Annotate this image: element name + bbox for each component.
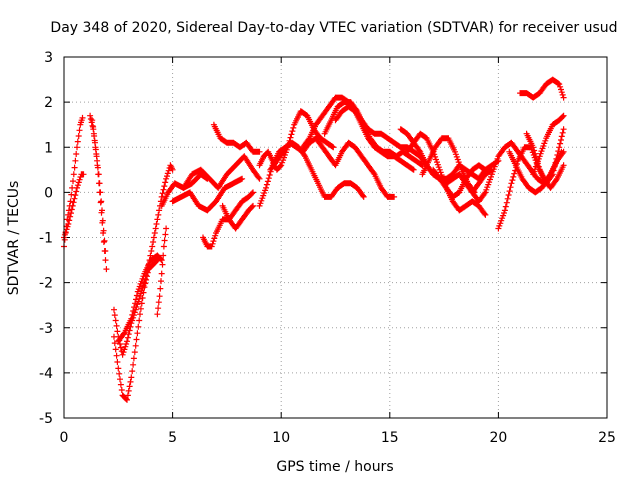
series-markers bbox=[89, 117, 109, 254]
series-arc-16 bbox=[256, 139, 367, 209]
series-markers bbox=[430, 162, 489, 200]
series-markers bbox=[267, 135, 398, 200]
y-tick-label: -3 bbox=[39, 321, 53, 337]
x-tick-label: 5 bbox=[168, 430, 177, 446]
x-axis-label: GPS time / hours bbox=[276, 459, 393, 475]
x-tick-label: 10 bbox=[272, 430, 290, 446]
series-arc-10 bbox=[169, 175, 246, 214]
chart-title: Day 348 of 2020, Sidereal Day-to-day VTE… bbox=[50, 20, 617, 36]
series-arc-14 bbox=[219, 202, 256, 232]
series-markers bbox=[256, 108, 337, 173]
y-axis-label: SDTVAR / TECUs bbox=[6, 181, 22, 296]
x-tick-label: 15 bbox=[381, 430, 399, 446]
series-markers bbox=[154, 225, 170, 318]
plot-frame bbox=[63, 56, 608, 419]
y-tick-label: -1 bbox=[39, 231, 53, 247]
x-tick-label: 0 bbox=[60, 430, 69, 446]
series-arc-6 bbox=[111, 257, 161, 403]
series-markers bbox=[210, 121, 263, 155]
x-tick-label: 25 bbox=[598, 430, 616, 446]
series-markers bbox=[256, 139, 367, 209]
series-arc-5 bbox=[111, 162, 176, 358]
y-tick-label: 3 bbox=[44, 50, 53, 66]
series-arc-15 bbox=[256, 108, 337, 173]
series-markers bbox=[111, 162, 176, 358]
series-arc-7 bbox=[115, 252, 165, 345]
series-markers bbox=[180, 153, 263, 191]
data-points bbox=[61, 76, 567, 403]
series-arc-24 bbox=[430, 162, 489, 200]
series-markers bbox=[517, 76, 567, 101]
series-markers bbox=[530, 112, 567, 178]
series-arc-8 bbox=[154, 225, 170, 318]
series-arc-11 bbox=[180, 153, 263, 191]
series-markers bbox=[115, 252, 165, 345]
series-markers bbox=[169, 175, 246, 214]
y-tick-label: 0 bbox=[44, 185, 53, 201]
series-arc-13 bbox=[210, 121, 263, 155]
x-tick-label: 20 bbox=[489, 430, 507, 446]
y-tick-label: -4 bbox=[39, 366, 53, 382]
series-arc-17 bbox=[267, 135, 398, 200]
series-arc-4 bbox=[89, 117, 109, 254]
series-markers bbox=[219, 202, 256, 232]
y-tick-label: 2 bbox=[44, 95, 53, 111]
y-tick-label: -5 bbox=[39, 411, 53, 427]
series-arc-30 bbox=[517, 76, 567, 101]
series-markers bbox=[111, 257, 161, 403]
y-tick-label: 1 bbox=[44, 140, 53, 156]
y-tick-label: -2 bbox=[39, 276, 53, 292]
series-arc-29 bbox=[530, 112, 567, 178]
